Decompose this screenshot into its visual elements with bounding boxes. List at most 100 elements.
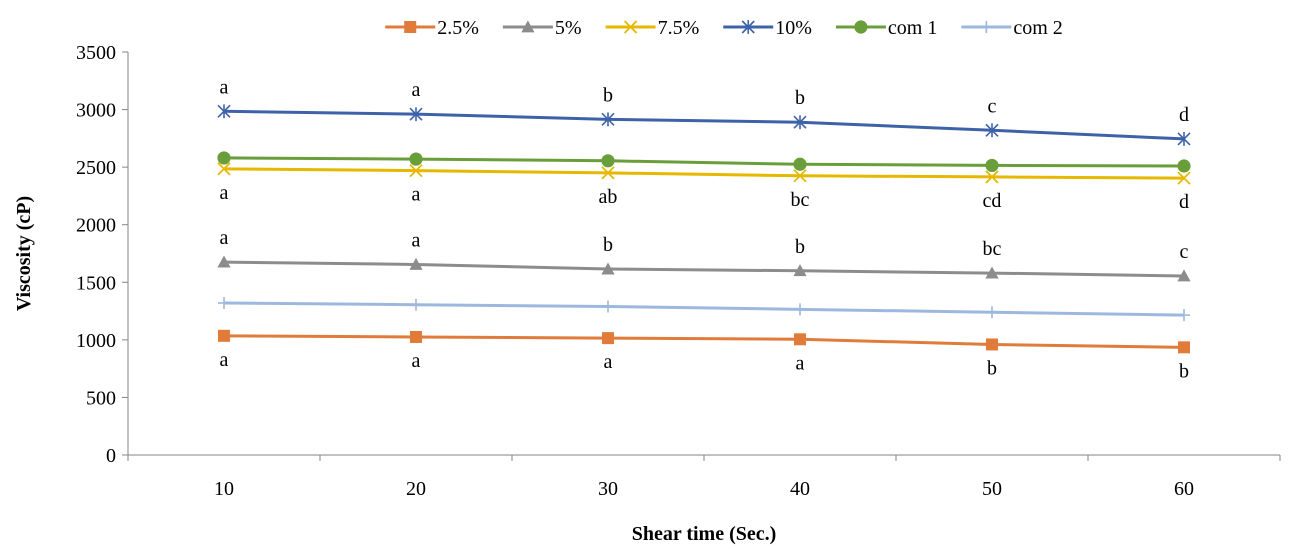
data-point	[793, 115, 807, 130]
x-tick-label: 40	[790, 478, 810, 500]
series-layer	[217, 104, 1191, 354]
data-point	[602, 332, 614, 345]
data-point	[217, 151, 231, 165]
data-point	[986, 306, 998, 319]
legend-item-3: 10%	[723, 17, 812, 39]
significance-letter: a	[220, 76, 229, 98]
x-tick-label: 60	[1174, 478, 1194, 500]
series-3	[217, 104, 1191, 146]
significance-letter: a	[220, 349, 229, 371]
series-2	[217, 162, 1191, 185]
significance-letter: c	[988, 95, 997, 117]
significance-letter: a	[796, 352, 805, 374]
y-tick-label: 0	[106, 445, 116, 467]
legend-item-2: 7.5%	[605, 17, 700, 39]
data-point	[218, 297, 230, 310]
data-point	[601, 154, 615, 168]
legend-marker	[404, 21, 417, 33]
axes: 0 500 1000 1500 2000 2500 3000 3500 10 20 30 40 50 60	[76, 42, 1281, 500]
significance-letter: ab	[599, 186, 618, 208]
data-point	[1177, 132, 1191, 146]
series-line	[223, 156, 1185, 168]
significance-letter: c	[1180, 241, 1189, 263]
data-point	[1177, 159, 1191, 173]
legend-marker	[521, 20, 535, 33]
series-line	[223, 334, 1185, 349]
significance-letter: b	[603, 84, 613, 106]
y-tick-label: 3000	[76, 100, 116, 122]
significance-letter: a	[412, 350, 421, 372]
significance-letter: d	[1179, 191, 1189, 213]
data-point	[601, 262, 615, 275]
data-point	[1178, 309, 1190, 322]
data-point	[1177, 171, 1191, 185]
data-point	[410, 330, 422, 343]
y-tick-label: 3500	[76, 42, 116, 64]
series-line	[223, 260, 1185, 278]
series-line	[223, 167, 1185, 180]
data-point	[985, 123, 999, 138]
legend-label: com 2	[1013, 17, 1062, 39]
data-point	[217, 162, 231, 176]
data-point	[217, 104, 231, 119]
y-axis-title: Viscosity (cP)	[13, 196, 35, 311]
x-axis-title: Shear time (Sec.)	[632, 523, 777, 545]
data-point	[601, 166, 615, 180]
significance-letter: bc	[983, 238, 1002, 260]
data-point	[793, 169, 807, 183]
x-tick-label: 10	[214, 478, 234, 500]
legend-label: 2.5%	[437, 17, 479, 39]
y-tick-label: 500	[86, 387, 116, 409]
legend-item-0: 2.5%	[385, 17, 479, 39]
legend-marker	[854, 20, 868, 34]
data-point	[409, 163, 423, 178]
significance-letter: a	[412, 184, 421, 206]
significance-letters: a a a a b ba a b b bc ca a ab bc cd da a b b c d	[220, 76, 1189, 382]
data-point	[793, 264, 807, 277]
y-tick-label: 1000	[76, 330, 116, 352]
legend-label: 7.5%	[658, 17, 700, 39]
series-line	[223, 301, 1185, 317]
data-point	[217, 255, 231, 268]
legend: 2.5% 5% 7.5% 10% com 1 com 2	[385, 17, 1063, 39]
series-5	[218, 297, 1190, 322]
data-point	[601, 112, 615, 127]
x-tick-label: 20	[406, 478, 426, 500]
legend-item-4: com 1	[835, 17, 937, 39]
y-tick-label: 1500	[76, 272, 116, 294]
significance-letter: a	[412, 79, 421, 101]
legend-item-1: 5%	[502, 17, 582, 39]
data-point	[986, 338, 998, 351]
significance-letter: cd	[983, 190, 1002, 212]
series-line	[223, 109, 1185, 141]
data-point	[1177, 269, 1191, 282]
significance-letter: bc	[791, 189, 810, 211]
legend-marker	[623, 20, 638, 34]
data-point	[793, 157, 807, 171]
legend-label: com 1	[888, 17, 937, 39]
significance-letter: a	[412, 229, 421, 251]
legend-marker	[980, 21, 993, 33]
x-tick-label: 30	[598, 478, 618, 500]
significance-letter: b	[795, 236, 805, 258]
significance-letter: a	[220, 227, 229, 249]
data-point	[409, 257, 423, 270]
data-point	[409, 107, 423, 122]
data-point	[794, 333, 806, 346]
x-tick-label: 50	[982, 478, 1002, 500]
data-point	[218, 329, 230, 342]
data-point	[409, 152, 423, 166]
significance-letter: d	[1179, 104, 1189, 126]
significance-letter: a	[220, 182, 229, 204]
legend-marker	[741, 20, 755, 34]
data-point	[1178, 341, 1190, 354]
data-point	[985, 170, 999, 184]
legend-label: 5%	[555, 17, 582, 39]
significance-letter: b	[603, 234, 613, 256]
series-4	[217, 151, 1191, 173]
y-tick-label: 2500	[76, 157, 116, 179]
legend-label: 10%	[775, 17, 812, 39]
significance-letter: b	[987, 357, 997, 379]
